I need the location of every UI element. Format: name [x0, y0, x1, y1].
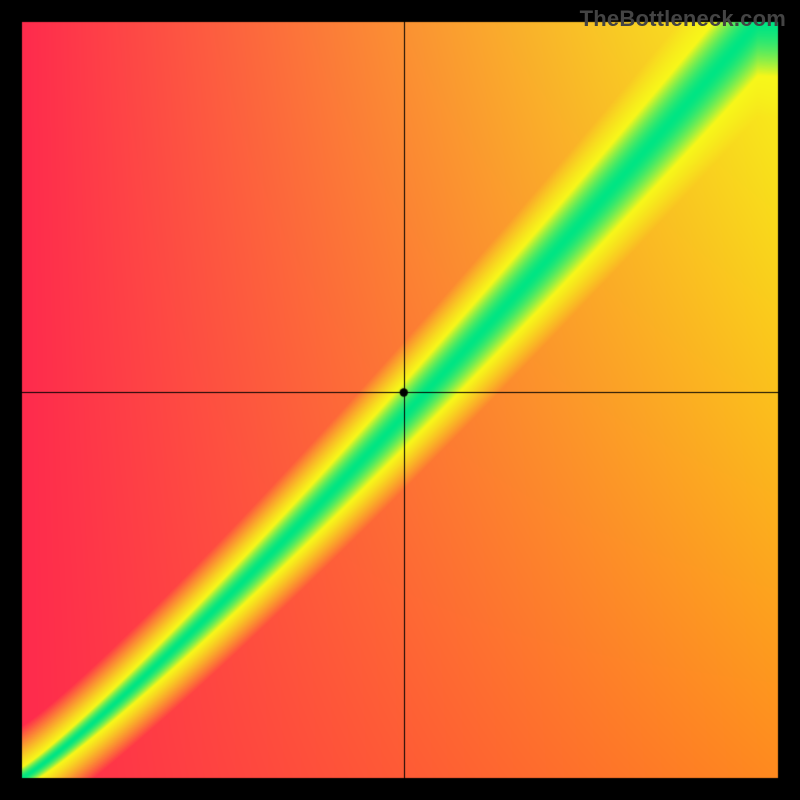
watermark-text: TheBottleneck.com — [580, 6, 786, 32]
heatmap-canvas — [0, 0, 800, 800]
chart-container: TheBottleneck.com — [0, 0, 800, 800]
